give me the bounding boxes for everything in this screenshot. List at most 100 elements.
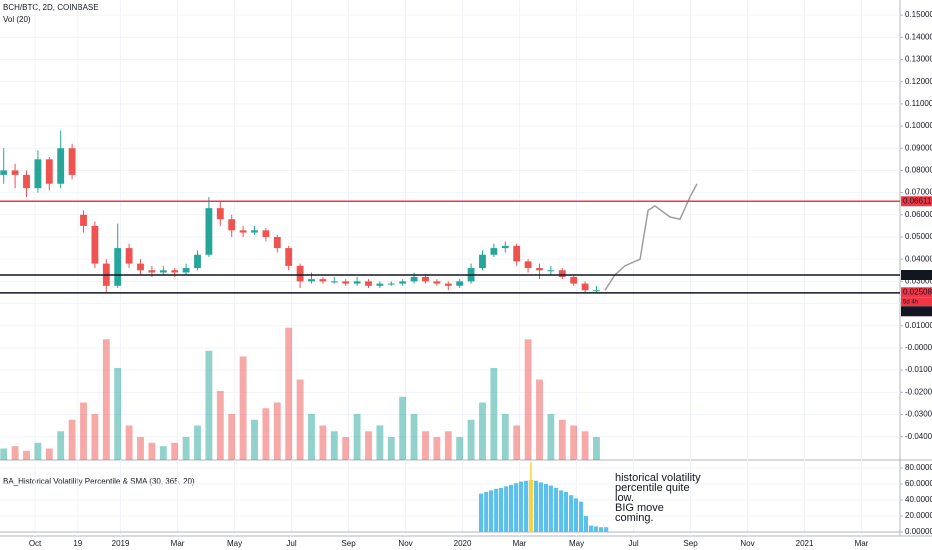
candle-body <box>228 219 236 231</box>
candle-body <box>342 281 350 284</box>
x-tick-label: Sep <box>683 539 698 548</box>
candle-body <box>547 270 555 272</box>
y-tick-label: 0.08000 <box>905 166 932 175</box>
y-tick-label: 0.12000 <box>905 77 932 86</box>
y-tick-label: -0.03000 <box>905 410 932 419</box>
volume-bar <box>513 425 521 460</box>
candle-body <box>125 248 133 264</box>
candle-body <box>148 270 156 273</box>
volume-bar <box>433 437 441 460</box>
volume-bar <box>182 437 190 460</box>
volume-bar <box>171 442 179 460</box>
price-label: 0.02480 <box>903 306 932 315</box>
y-tick-label: 0.15000 <box>905 10 932 19</box>
y-tick-label: 0.07000 <box>905 188 932 197</box>
volume-bar <box>114 368 122 460</box>
x-tick-label: Mar <box>513 539 527 548</box>
y-tick-label: 0.10000 <box>905 121 932 130</box>
volume-bar <box>273 402 281 460</box>
y-tick-label: 0.06000 <box>905 210 932 219</box>
volume-bar <box>365 431 372 460</box>
hv-bar <box>559 490 564 532</box>
candle-body <box>296 265 304 282</box>
x-tick-label: 2020 <box>454 539 472 548</box>
volume-bar <box>536 379 543 460</box>
hv-bar <box>479 493 484 532</box>
volume-bar <box>501 414 509 460</box>
hv-bar <box>569 495 574 532</box>
annotation-line: low. <box>615 492 634 504</box>
volume-bar <box>251 419 258 460</box>
y-tick-label: -0.02000 <box>905 387 932 396</box>
price-label: 0.02508 <box>903 287 932 296</box>
candle-body <box>182 268 190 273</box>
candle-body <box>91 225 99 264</box>
candle-body <box>0 170 8 175</box>
annotation-line: BIG move <box>615 502 664 514</box>
candle-body <box>68 148 76 175</box>
candle-body <box>45 159 53 184</box>
volume-label: Vol (20) <box>3 15 31 24</box>
x-tick-label: 2021 <box>796 539 814 548</box>
symbol-title: BCH/BTC, 2D, COINBASE <box>3 3 99 12</box>
volume-bar <box>593 437 600 460</box>
y-tick-label: 0.04000 <box>905 254 932 263</box>
volume-bar <box>285 327 293 460</box>
candle-body <box>57 148 65 184</box>
candle-body <box>410 276 418 282</box>
x-tick-label: May <box>227 539 242 548</box>
volume-bar <box>57 431 65 460</box>
hv-bar <box>488 490 494 532</box>
hv-bar <box>534 480 539 532</box>
candle-body <box>80 214 87 226</box>
volume-bar <box>159 446 167 460</box>
candle-body <box>581 283 589 291</box>
candle-body <box>262 230 270 237</box>
candle-body <box>524 261 532 269</box>
x-tick-label: Jul <box>286 539 296 548</box>
volume-bar <box>296 379 304 460</box>
candle-body <box>34 159 42 189</box>
volume-bar <box>376 425 384 460</box>
candle-body <box>194 254 201 269</box>
candle-body <box>444 283 452 286</box>
volume-bar <box>125 425 133 460</box>
indicator-title: BA_Historical Volatility Percentile & SM… <box>3 477 195 486</box>
volume-bar <box>148 442 156 460</box>
candle-body <box>205 208 213 255</box>
volume-bar <box>137 437 144 460</box>
volume-bar <box>68 419 76 460</box>
volume-bar <box>216 391 224 460</box>
volume-bar <box>0 448 8 460</box>
candle-body <box>433 281 441 284</box>
y-tick-label: 60.00000 <box>905 479 932 488</box>
volume-bar <box>353 414 361 460</box>
y-tick-label: 0.14000 <box>905 32 932 41</box>
x-tick-label: Jul <box>628 539 638 548</box>
hv-bar <box>494 488 499 532</box>
candle-body <box>11 170 19 175</box>
candle-body <box>319 279 327 282</box>
price-label: 0.06611 <box>903 196 932 205</box>
y-tick-label: 0.11000 <box>905 99 932 108</box>
y-tick-label: 80.00000 <box>905 463 932 472</box>
hv-bar <box>579 501 584 532</box>
y-tick-label: 0.05000 <box>905 232 932 241</box>
candle-body <box>399 281 407 284</box>
candle-body <box>308 279 315 282</box>
volume-bar <box>102 339 110 460</box>
volume-bar <box>342 437 350 460</box>
volume-bar <box>319 425 327 460</box>
volume-bar <box>422 431 429 460</box>
volume-bar <box>205 350 213 460</box>
candle-body <box>558 270 566 277</box>
x-tick-label: Nov <box>740 539 754 548</box>
volume-bar <box>80 402 87 460</box>
candle-body <box>330 281 338 283</box>
price-label-box <box>901 306 932 317</box>
hv-bar <box>504 486 509 532</box>
volume-bar <box>23 450 30 460</box>
hv-bar <box>563 492 569 532</box>
countdown-box <box>901 297 932 307</box>
hv-bar <box>538 482 543 532</box>
